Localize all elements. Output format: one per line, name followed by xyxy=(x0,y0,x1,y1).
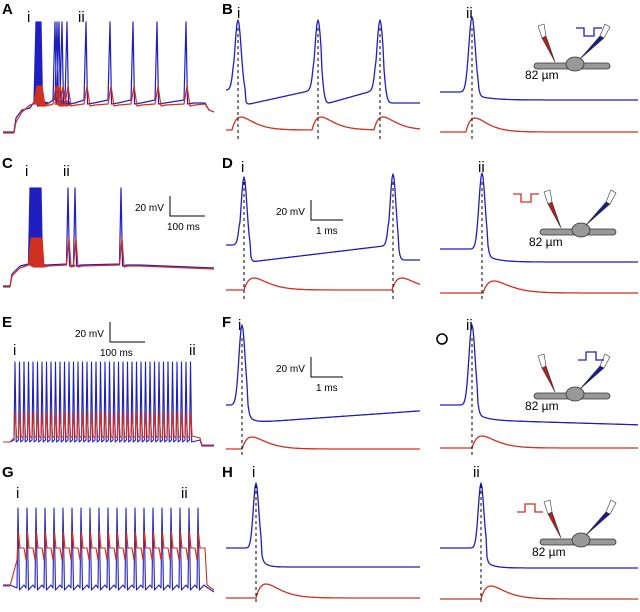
somatic-pipette xyxy=(579,365,605,390)
somatic-pipette xyxy=(585,201,611,226)
recording-schematic-d xyxy=(513,189,617,238)
panel-label-h: H xyxy=(222,464,233,481)
scale-bar-c xyxy=(169,196,205,217)
scale-c-time: 100 ms xyxy=(167,222,200,233)
scale-e-time: 100 ms xyxy=(100,348,133,359)
stimulus-waveform xyxy=(517,503,543,513)
dendritic-pipette-holder xyxy=(543,499,553,515)
trace-b-ii-dendrite xyxy=(440,117,638,133)
soma-shape xyxy=(565,56,585,72)
somatic-pipette-holder xyxy=(605,499,617,515)
label-f-i: i xyxy=(238,317,241,334)
stimulus-waveform xyxy=(513,193,539,203)
distance-label-h: 82 µm xyxy=(532,545,566,559)
trace-h-i-dendrite xyxy=(226,583,420,599)
soma-shape xyxy=(565,386,585,402)
trace-f-i-soma xyxy=(226,324,421,422)
trace-d-i-dendrite xyxy=(226,277,421,291)
label-h-ii: ii xyxy=(473,464,480,481)
trace-d-ii-dendrite xyxy=(440,280,638,294)
recording-schematic-f xyxy=(533,351,611,402)
recording-schematic-b xyxy=(533,23,611,72)
label-e-ii: ii xyxy=(189,342,196,359)
trace-h-ii-soma xyxy=(440,482,638,569)
trace-a-dendrite xyxy=(3,85,215,134)
dendritic-pipette-holder xyxy=(537,353,547,369)
open-circle-marker xyxy=(436,333,448,345)
dendritic-pipette xyxy=(541,35,556,63)
label-c-i: i xyxy=(25,163,28,180)
scale-f-time: 1 ms xyxy=(316,383,338,394)
trace-f-ii-dendrite xyxy=(440,435,638,449)
panel-label-e: E xyxy=(2,314,12,331)
label-b-ii: ii xyxy=(466,5,473,22)
trace-e-soma xyxy=(3,361,214,447)
dendritic-pipette-holder xyxy=(543,189,553,205)
label-d-ii: ii xyxy=(478,159,485,176)
label-f-ii: ii xyxy=(466,317,473,334)
trace-g-dendrite xyxy=(3,531,215,591)
stimulus-waveform xyxy=(578,351,604,361)
trace-f-i-dendrite xyxy=(226,436,420,450)
label-b-i: i xyxy=(237,5,240,22)
scale-e-voltage: 20 mV xyxy=(75,329,104,340)
trace-g-soma xyxy=(3,507,215,593)
panel-label-a: A xyxy=(2,1,13,18)
somatic-pipette-holder xyxy=(599,353,611,369)
scale-d-time: 1 ms xyxy=(316,226,338,237)
scale-f-voltage: 20 mV xyxy=(276,364,305,375)
soma-shape xyxy=(571,532,591,548)
label-g-ii: ii xyxy=(181,485,188,502)
stimulus-waveform xyxy=(576,27,602,37)
trace-c-dendrite xyxy=(3,237,215,288)
label-g-i: i xyxy=(16,485,19,502)
scale-c-voltage: 20 mV xyxy=(135,203,164,214)
trace-b-ii-soma xyxy=(440,16,638,101)
trace-d-i-soma xyxy=(226,173,420,262)
dendritic-pipette xyxy=(541,365,556,393)
trace-c-soma xyxy=(3,187,215,287)
label-c-ii: ii xyxy=(63,163,70,180)
trace-a-soma xyxy=(3,21,215,133)
distance-label-b: 82 µm xyxy=(525,68,559,82)
label-e-i: i xyxy=(13,342,16,359)
dendritic-pipette xyxy=(547,511,562,539)
recording-schematic-h xyxy=(517,499,617,548)
scale-bar-d xyxy=(310,200,343,221)
trace-b-i-soma xyxy=(225,19,420,105)
trace-f-ii-soma xyxy=(440,324,638,426)
soma-shape xyxy=(571,222,591,238)
panel-label-d: D xyxy=(222,155,233,172)
panel-label-b: B xyxy=(222,1,233,18)
panel-label-c: C xyxy=(2,155,13,172)
dendritic-pipette-holder xyxy=(537,23,547,39)
trace-b-i-dendrite xyxy=(226,116,421,131)
trace-h-ii-dendrite xyxy=(440,585,638,600)
panel-label-g: G xyxy=(2,464,14,481)
label-a-ii: ii xyxy=(78,9,85,26)
somatic-pipette xyxy=(579,35,605,60)
scale-bar-f xyxy=(310,357,343,378)
scale-bar-e xyxy=(109,322,145,343)
label-a-i: i xyxy=(27,9,30,26)
somatic-pipette-holder xyxy=(605,189,617,205)
trace-e-dendrite xyxy=(3,411,214,446)
trace-h-i-soma xyxy=(226,482,420,568)
scale-d-voltage: 20 mV xyxy=(276,207,305,218)
label-h-i: i xyxy=(252,464,255,481)
label-d-i: i xyxy=(241,159,244,176)
somatic-pipette-holder xyxy=(599,23,611,39)
somatic-pipette xyxy=(585,511,611,536)
trace-d-ii-soma xyxy=(440,172,638,263)
panel-label-f: F xyxy=(222,314,231,331)
distance-label-f: 82 µm xyxy=(525,399,559,413)
dendritic-pipette xyxy=(547,201,562,229)
distance-label-d: 82 µm xyxy=(529,235,563,249)
